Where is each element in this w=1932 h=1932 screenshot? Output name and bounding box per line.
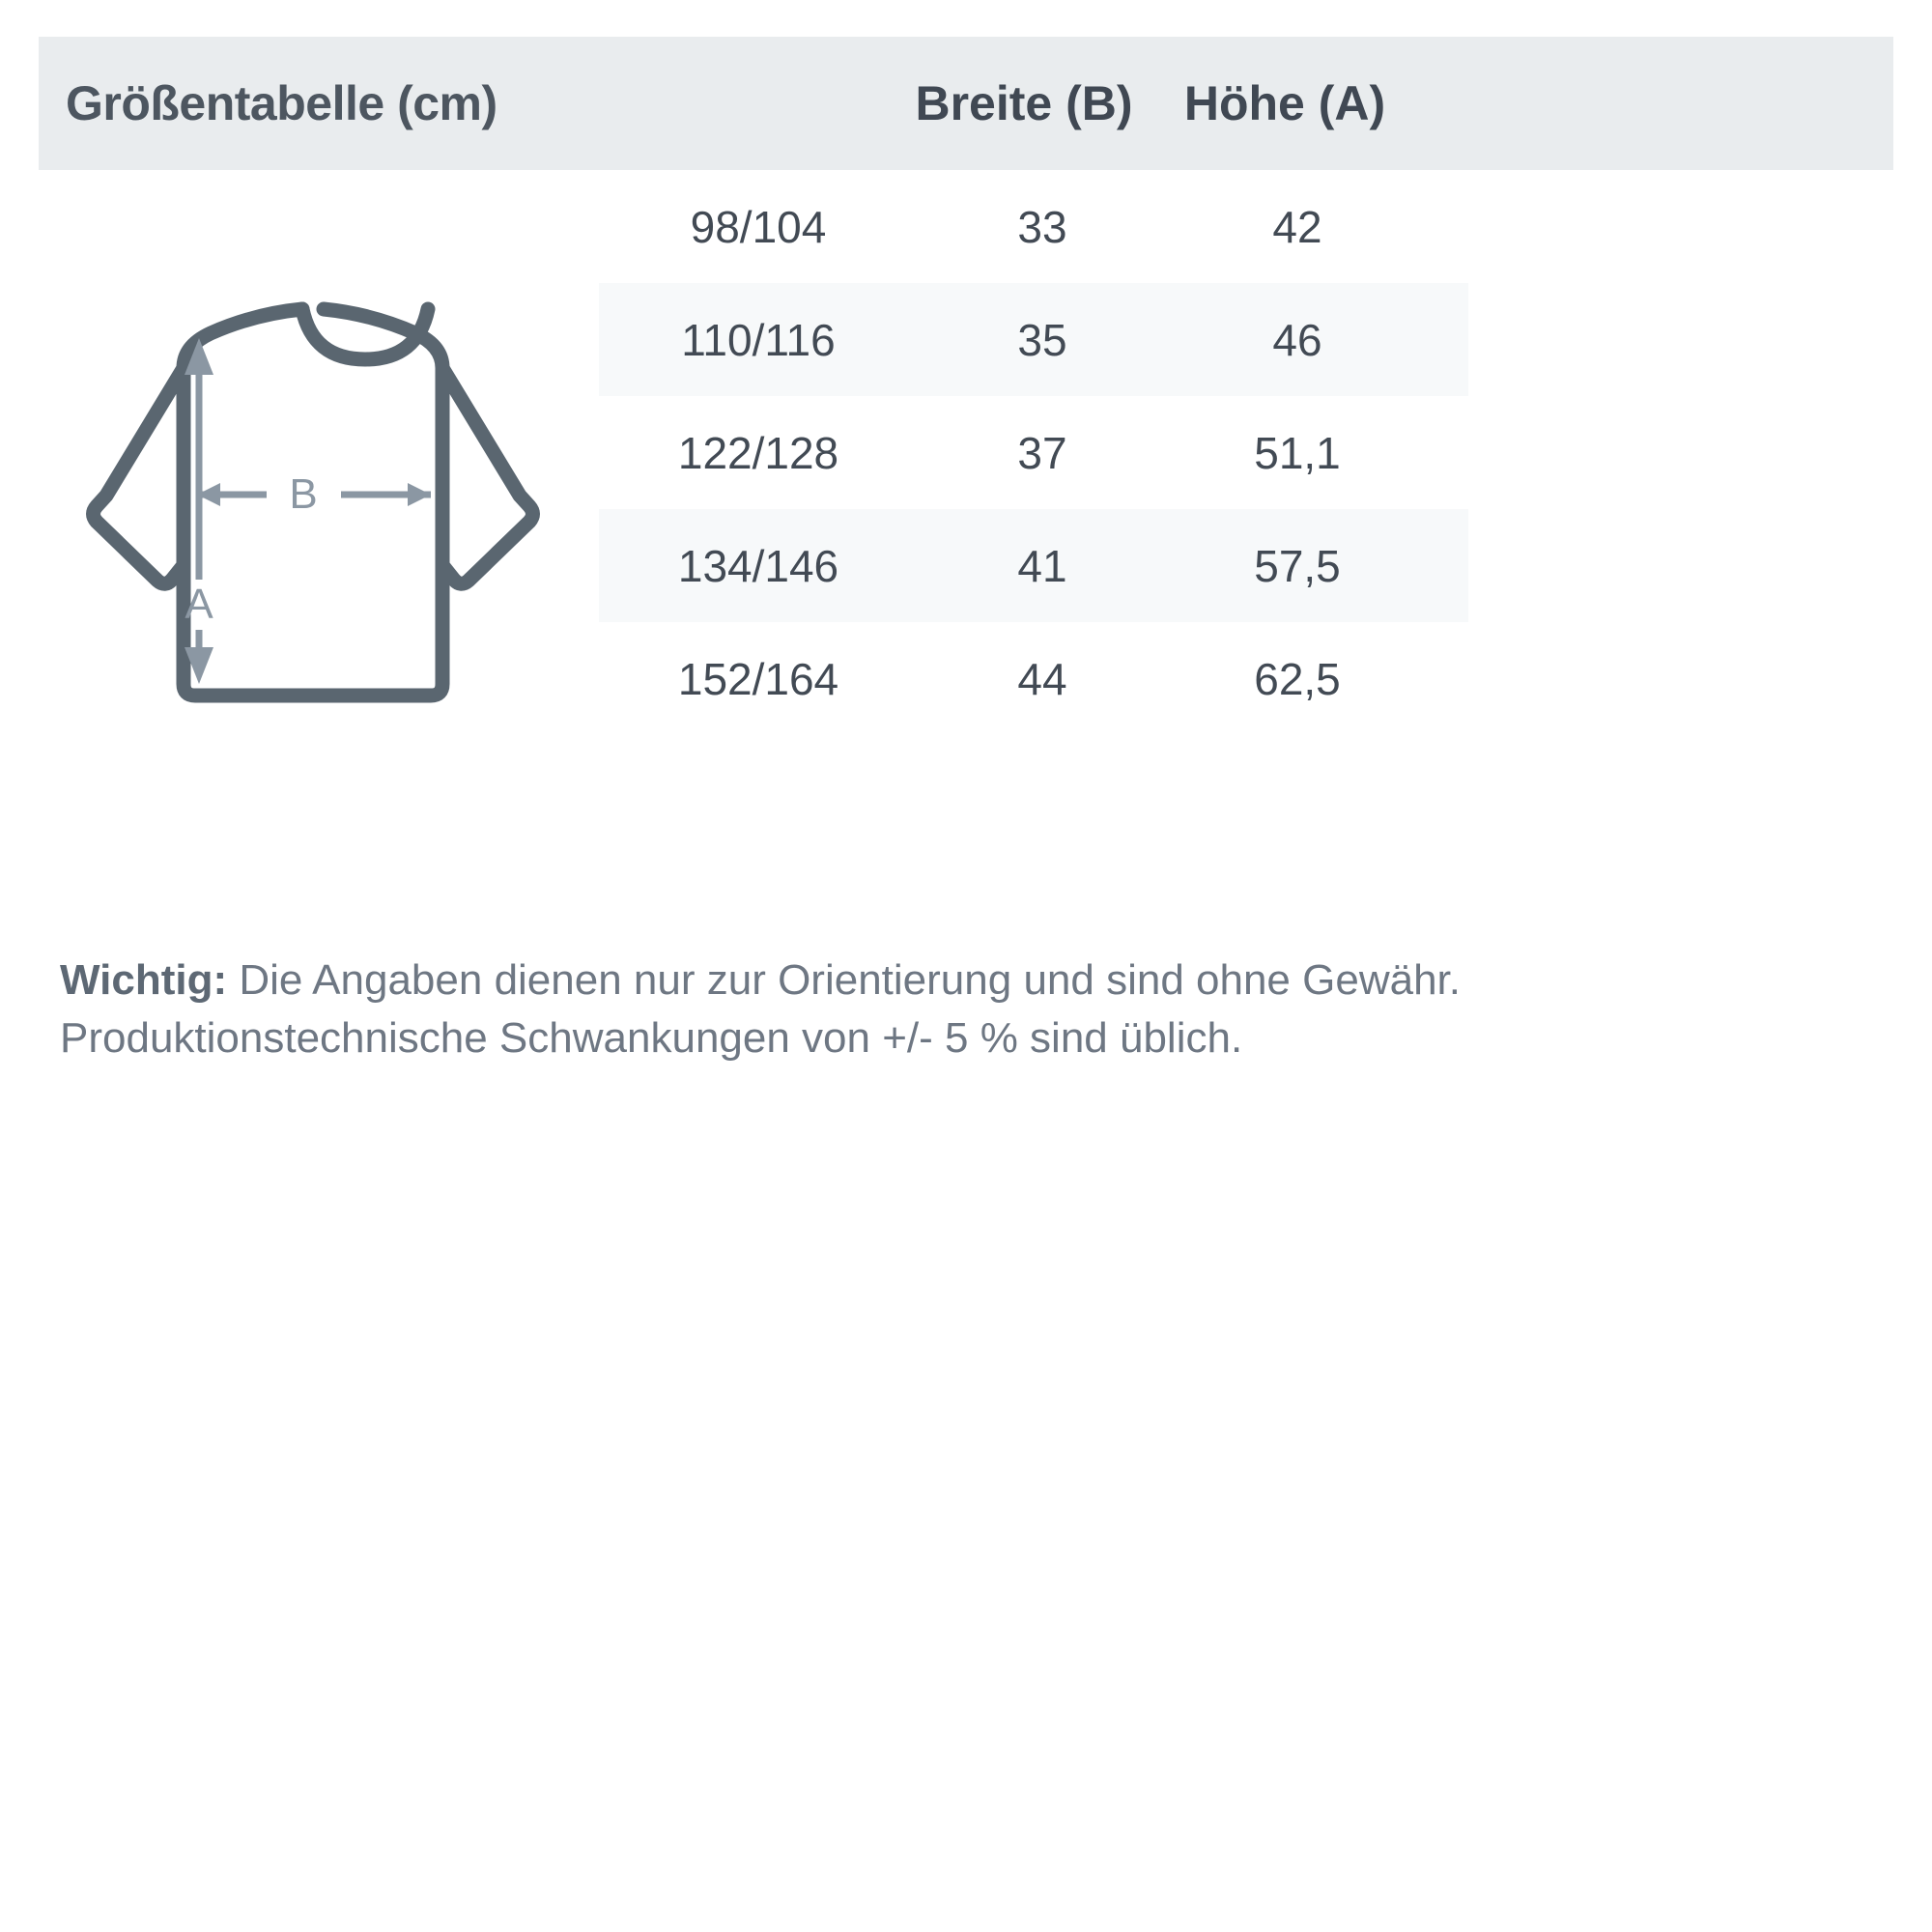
width-dimension-arrow xyxy=(197,483,431,506)
height-dimension-arrow xyxy=(185,338,213,684)
cell-breite: 37 xyxy=(1017,427,1067,478)
cell-size: 134/146 xyxy=(677,540,839,591)
cell-hohe: 42 xyxy=(1272,201,1322,252)
cell-breite: 35 xyxy=(1017,314,1067,365)
disclaimer-note: Wichtig: Die Angaben dienen nur zur Orie… xyxy=(60,952,1605,1067)
note-line-1: Die Angaben dienen nur zur Orientierung … xyxy=(227,956,1461,1004)
cell-breite: 41 xyxy=(1017,540,1067,591)
cell-breite: 44 xyxy=(1017,653,1067,704)
table-row: 110/116 35 46 xyxy=(599,283,1468,396)
cell-hohe: 51,1 xyxy=(1254,427,1341,478)
table-header-bar: Größentabelle (cm) Breite (B) Höhe (A) xyxy=(39,37,1893,170)
note-label: Wichtig: xyxy=(60,956,228,1004)
table-row: 152/164 44 62,5 xyxy=(599,622,1468,735)
cell-hohe: 57,5 xyxy=(1254,540,1341,591)
width-label: B xyxy=(289,470,317,518)
tshirt-outline-icon xyxy=(86,301,540,703)
cell-size: 152/164 xyxy=(677,653,839,704)
height-label: A xyxy=(185,581,213,628)
cell-size: 110/116 xyxy=(681,314,836,365)
table-row: 134/146 41 57,5 xyxy=(599,509,1468,622)
tshirt-diagram: B A xyxy=(75,232,558,734)
size-table: 98/104 33 42 110/116 35 46 122/128 37 51… xyxy=(599,170,1468,735)
page-title: Größentabelle (cm) xyxy=(66,76,497,130)
cell-size: 98/104 xyxy=(690,201,827,252)
cell-hohe: 46 xyxy=(1272,314,1322,365)
note-line-2: Produktionstechnische Schwankungen von +… xyxy=(60,1013,1243,1062)
table-row: 122/128 37 51,1 xyxy=(599,396,1468,509)
table-row: 98/104 33 42 xyxy=(599,170,1468,283)
column-header-breite: Breite (B) xyxy=(915,76,1133,130)
cell-breite: 33 xyxy=(1017,201,1067,252)
column-header-hohe: Höhe (A) xyxy=(1183,76,1386,130)
cell-hohe: 62,5 xyxy=(1254,653,1341,704)
cell-size: 122/128 xyxy=(677,427,839,478)
